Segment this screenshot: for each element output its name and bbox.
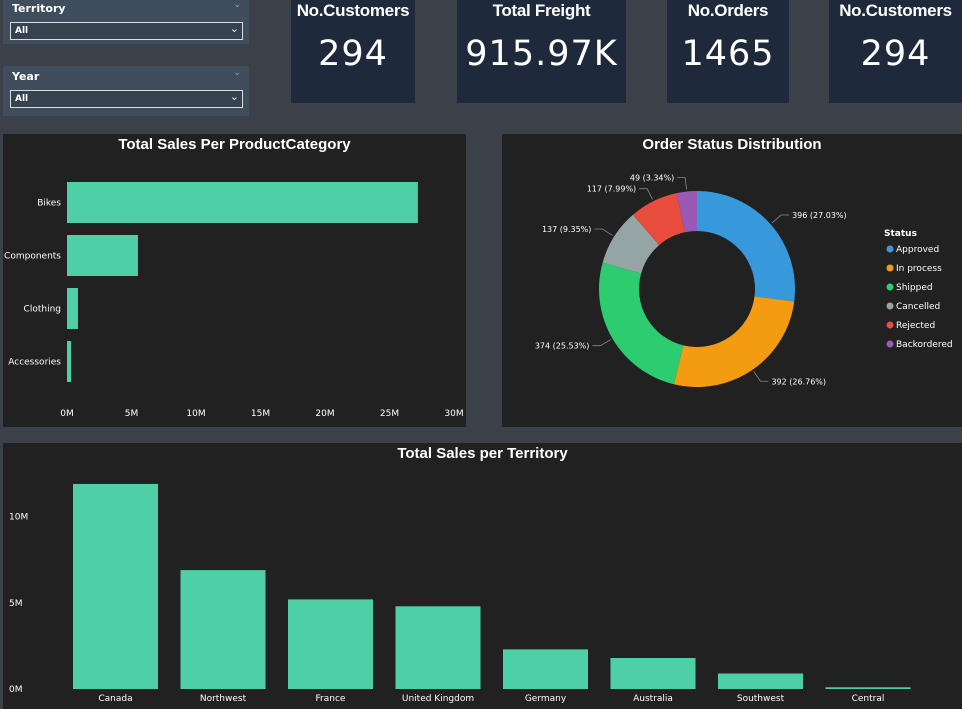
category-label: United Kingdom — [402, 694, 474, 704]
kpi-card-customers-2: No.Customers 294 — [829, 0, 962, 103]
category-label: Germany — [525, 694, 567, 704]
bar — [73, 483, 158, 689]
kpi-card-title: No.Orders — [687, 1, 769, 20]
bar — [180, 570, 266, 689]
chart-title: Order Status Distribution — [642, 136, 822, 153]
kpi-card-value: 1465 — [681, 34, 775, 74]
category-label: Accessories — [8, 358, 61, 368]
x-tick-label: 20M — [315, 409, 334, 419]
chevron-down-icon[interactable]: ⌄ — [229, 22, 239, 35]
territory-dropdown[interactable]: All ⌄ — [10, 22, 243, 40]
leader-line — [771, 214, 790, 224]
collapse-chevron-icon[interactable]: ⌄ — [233, 0, 241, 10]
legend-entry: In process — [896, 264, 942, 274]
y-tick-label: 5M — [9, 599, 23, 609]
y-tick-label: 10M — [9, 513, 28, 523]
bar — [825, 687, 911, 689]
bar — [503, 649, 588, 689]
territory-slicer-label: Territory — [12, 2, 66, 15]
bar — [67, 288, 78, 329]
x-tick-label: 15M — [251, 409, 270, 419]
category-label: France — [316, 694, 346, 704]
kpi-card-orders: No.Orders 1465 — [667, 0, 789, 103]
category-label: Components — [4, 252, 61, 262]
legend-entry: Cancelled — [896, 302, 940, 312]
legend-title: Status — [884, 229, 917, 239]
legend-marker — [886, 321, 894, 329]
legend-marker — [886, 264, 894, 272]
leader-line — [639, 188, 653, 200]
bar — [288, 599, 373, 689]
bar — [67, 235, 138, 276]
category-label: Canada — [98, 694, 132, 704]
category-label: Northwest — [200, 694, 247, 704]
bar — [718, 673, 803, 689]
territory-chart: Total Sales per Territory Canada Northwes… — [3, 443, 962, 709]
leader-line — [753, 371, 769, 382]
x-tick-label: 25M — [380, 409, 399, 419]
category-label: Central — [852, 694, 885, 704]
collapse-chevron-icon[interactable]: ⌄ — [233, 68, 241, 78]
leader-line — [594, 228, 613, 236]
donut-slice — [602, 214, 660, 274]
legend-entry: Approved — [896, 245, 939, 255]
bar — [395, 606, 481, 689]
year-dropdown[interactable]: All ⌄ — [10, 90, 243, 108]
donut-slice — [632, 193, 685, 246]
year-slicer: Year ⌄ All ⌄ — [3, 66, 249, 116]
donut-slice — [673, 296, 795, 387]
kpi-card-customers: No.Customers 294 — [291, 0, 415, 103]
leader-line — [592, 339, 611, 347]
order-status-donut-chart: 396 (27.03%) 392 (26.76%) 374 (25.53%) 137 … — [535, 174, 953, 387]
donut-slice — [599, 262, 684, 385]
slice-data-label: 137 (9.35%) — [542, 225, 591, 234]
slice-data-label: 396 (27.03%) — [792, 211, 847, 220]
slice-data-label: 49 (3.34%) — [630, 174, 674, 183]
legend-marker — [886, 283, 894, 291]
legend-entry: Backordered — [896, 340, 953, 350]
category-label: Southwest — [737, 694, 785, 704]
year-dropdown-value: All — [15, 94, 29, 104]
category-label: Clothing — [24, 305, 61, 315]
legend-entry: Shipped — [896, 283, 933, 293]
territory-bar-chart: Canada Northwest France United Kingdom Germa… — [9, 483, 911, 704]
leader-line — [677, 177, 687, 190]
bar — [67, 341, 72, 382]
category-label: Bikes — [37, 199, 61, 209]
bar — [67, 182, 418, 223]
territory-slicer: Territory ⌄ All ⌄ — [3, 0, 249, 44]
kpi-card-title: Total Freight — [492, 1, 591, 20]
x-tick-label: 10M — [186, 409, 205, 419]
x-tick-label: 0M — [60, 409, 74, 419]
donut-slice — [697, 191, 795, 302]
legend-marker — [886, 302, 894, 310]
kpi-card-title: No.Customers — [296, 1, 410, 20]
slice-data-label: 117 (7.99%) — [587, 185, 636, 194]
territory-dropdown-value: All — [15, 26, 29, 36]
bar — [610, 657, 696, 689]
legend-marker — [886, 340, 894, 348]
order-status-chart: Order Status Distribution 396 (27.03%) 39… — [502, 134, 962, 427]
y-tick-label: 0M — [9, 685, 23, 695]
year-slicer-label: Year — [12, 70, 40, 83]
product-category-chart: Total Sales Per ProductCategory Bikes Com… — [3, 134, 466, 427]
legend-marker — [886, 245, 894, 253]
slice-data-label: 392 (26.76%) — [771, 377, 826, 386]
chart-title: Total Sales Per ProductCategory — [118, 136, 351, 153]
chevron-down-icon[interactable]: ⌄ — [229, 90, 239, 103]
kpi-card-value: 294 — [318, 34, 388, 74]
slice-data-label: 374 (25.53%) — [535, 342, 590, 351]
kpi-card-value: 915.97K — [465, 34, 618, 74]
chart-title: Total Sales per Territory — [397, 445, 568, 462]
x-tick-label: 5M — [125, 409, 139, 419]
legend-entry: Rejected — [896, 321, 935, 331]
product-category-bar-chart: Bikes Components Clothing Accessories 0M 5M 10… — [4, 182, 464, 419]
kpi-card-title: No.Customers — [839, 1, 952, 20]
category-label: Australia — [633, 694, 673, 704]
x-tick-label: 30M — [444, 409, 463, 419]
kpi-card-value: 294 — [860, 34, 931, 74]
kpi-card-freight: Total Freight 915.97K — [457, 0, 626, 103]
donut-slice — [676, 191, 697, 233]
